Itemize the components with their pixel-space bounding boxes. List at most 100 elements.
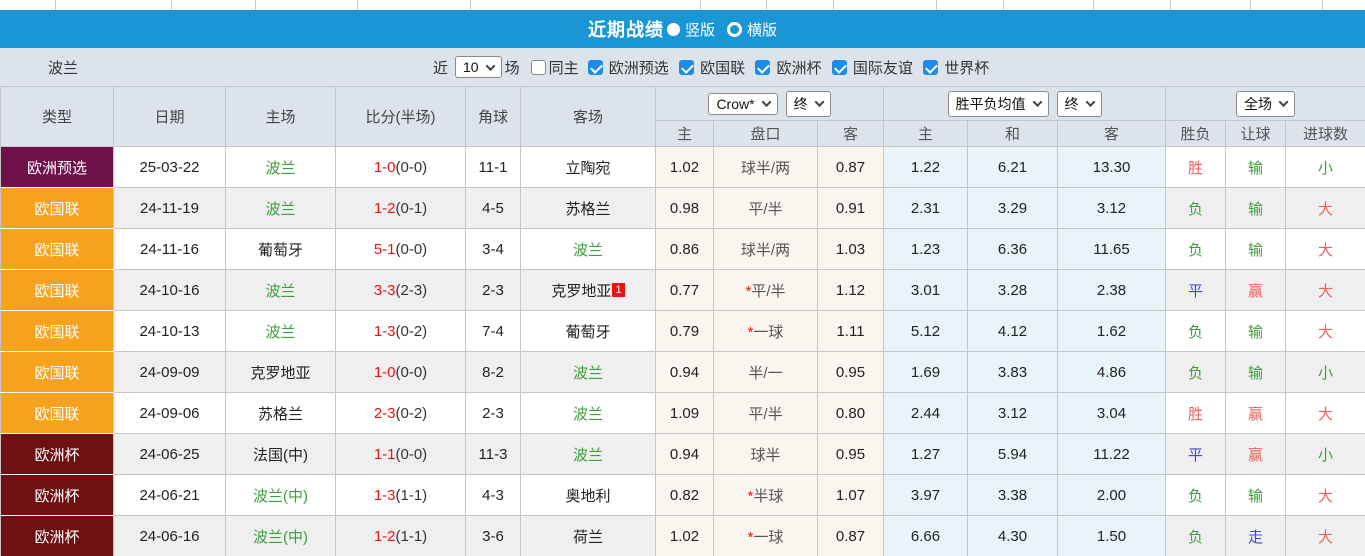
avg-name-select[interactable]: 胜平负均值 (947, 90, 1049, 117)
star-marker: * (747, 323, 754, 341)
subheader-avg-home: 主 (883, 120, 969, 147)
table-row: 欧国联 24-11-16 葡萄牙 5-1(0-0) 3-4 波兰 0.86 *球… (0, 228, 1365, 270)
home-team: 波兰 (225, 146, 336, 188)
competition-checkbox[interactable] (923, 59, 939, 75)
result-goals: 小 (1285, 433, 1365, 475)
competition-badge: 欧洲杯 (0, 474, 114, 516)
away-team: 波兰 (520, 433, 656, 475)
chevron-down-icon (1032, 97, 1042, 108)
competition-badge: 欧国联 (0, 269, 114, 311)
chevron-down-icon (485, 60, 496, 71)
competition-badge: 欧国联 (0, 187, 114, 229)
avg-home: 3.01 (883, 269, 969, 311)
avg-away: 11.22 (1057, 433, 1167, 475)
result-handicap: 输 (1225, 146, 1287, 188)
corners: 7-4 (465, 310, 521, 352)
odds-time-value: 终 (793, 95, 808, 112)
corners: 4-3 (465, 474, 521, 516)
column-divider-line (55, 0, 56, 10)
filter-bar: 波兰 近 10 场 同主 欧洲预选 欧国联 欧洲杯 国际友谊 世界杯 (0, 48, 1365, 86)
competition-checkbox[interactable] (587, 59, 603, 75)
odds-away: 0.80 (816, 392, 885, 434)
odds-away: 1.11 (816, 310, 885, 352)
odds-home: 0.94 (655, 351, 714, 393)
result-outcome: 平 (1165, 433, 1227, 475)
result-group-header: 全场 (1165, 86, 1365, 121)
star-marker: * (747, 528, 754, 546)
avg-draw: 3.83 (967, 351, 1059, 393)
avg-home: 2.31 (883, 187, 969, 229)
avg-home: 1.69 (883, 351, 969, 393)
home-team: 波兰 (225, 269, 336, 311)
avg-away: 4.86 (1057, 351, 1167, 393)
match-date: 24-06-21 (113, 474, 226, 516)
recent-count-select[interactable]: 10 (455, 56, 502, 78)
same-home-checkbox[interactable] (530, 59, 546, 75)
home-team: 葡萄牙 (225, 228, 336, 270)
avg-away: 2.38 (1057, 269, 1167, 311)
table-row: 欧国联 24-10-16 波兰 3-3(2-3) 2-3 克罗地亚 1 0.77 … (0, 269, 1365, 311)
odds-handicap: *半/一 (713, 351, 818, 393)
results-tbody: 欧洲预选 25-03-22 波兰 1-0(0-0) 11-1 立陶宛 1.02 … (0, 146, 1365, 556)
avg-home: 1.23 (883, 228, 969, 270)
odds-company-select[interactable]: Crow* (708, 92, 778, 115)
match-score: 5-1(0-0) (335, 228, 466, 270)
layout-radio-horizontal[interactable] (727, 21, 742, 37)
result-scope-select[interactable]: 全场 (1236, 90, 1296, 117)
odds-away: 1.03 (816, 228, 885, 270)
away-team: 波兰 (520, 392, 656, 434)
match-score: 1-3(1-1) (335, 474, 466, 516)
avg-time-select[interactable]: 终 (1056, 90, 1102, 117)
match-date: 24-10-16 (113, 269, 226, 311)
away-team: 奥地利 (520, 474, 656, 516)
odds-handicap: *球半/两 (713, 146, 818, 188)
avg-time-value: 终 (1064, 95, 1079, 112)
odds-home: 1.02 (655, 146, 714, 188)
home-team: 波兰 (225, 310, 336, 352)
match-date: 24-06-16 (113, 515, 226, 556)
competition-checkbox[interactable] (831, 59, 847, 75)
match-score: 1-1(0-0) (335, 433, 466, 475)
competition-checkbox[interactable] (678, 59, 694, 75)
table-row: 欧洲杯 24-06-21 波兰(中) 1-3(1-1) 4-3 奥地利 0.82… (0, 474, 1365, 516)
col-header-home: 主场 (225, 86, 336, 147)
corners: 2-3 (465, 392, 521, 434)
avg-home: 2.44 (883, 392, 969, 434)
table-row: 欧洲预选 25-03-22 波兰 1-0(0-0) 11-1 立陶宛 1.02 … (0, 146, 1365, 188)
column-divider-line (470, 0, 471, 10)
red-card-badge: 1 (612, 282, 625, 297)
home-team: 克罗地亚 (225, 351, 336, 393)
result-goals: 大 (1285, 310, 1365, 352)
avg-draw: 3.12 (967, 392, 1059, 434)
competition-checkbox[interactable] (755, 59, 771, 75)
col-header-date: 日期 (113, 86, 226, 147)
result-handicap: 赢 (1225, 433, 1287, 475)
layout-label-horizontal: 横版 (747, 21, 778, 39)
odds-home: 1.09 (655, 392, 714, 434)
odds-time-select[interactable]: 终 (785, 90, 831, 117)
column-divider-line (1322, 0, 1323, 10)
table-row: 欧国联 24-09-09 克罗地亚 1-0(0-0) 8-2 波兰 0.94 *… (0, 351, 1365, 393)
odds-handicap: *半球 (713, 474, 818, 516)
match-date: 25-03-22 (113, 146, 226, 188)
away-team: 克罗地亚 1 (520, 269, 656, 311)
corners: 8-2 (465, 351, 521, 393)
avg-draw: 3.38 (967, 474, 1059, 516)
avg-draw: 6.36 (967, 228, 1059, 270)
odds-away: 1.12 (816, 269, 885, 311)
result-goals: 大 (1285, 392, 1365, 434)
layout-radio-vertical[interactable] (666, 22, 680, 36)
avg-away: 3.04 (1057, 392, 1167, 434)
col-header-type: 类型 (0, 86, 114, 147)
recent-label: 近 (433, 59, 449, 77)
avg-draw: 3.28 (967, 269, 1059, 311)
column-divider-line (936, 0, 937, 10)
avg-away: 3.12 (1057, 187, 1167, 229)
panel-title: 近期战绩 (587, 20, 664, 40)
away-team: 苏格兰 (520, 187, 656, 229)
column-divider-line (700, 0, 701, 10)
odds-handicap: *球半 (713, 433, 818, 475)
avg-home: 5.12 (883, 310, 969, 352)
result-outcome: 负 (1165, 187, 1227, 229)
competition-label: 欧洲杯 (776, 59, 822, 77)
